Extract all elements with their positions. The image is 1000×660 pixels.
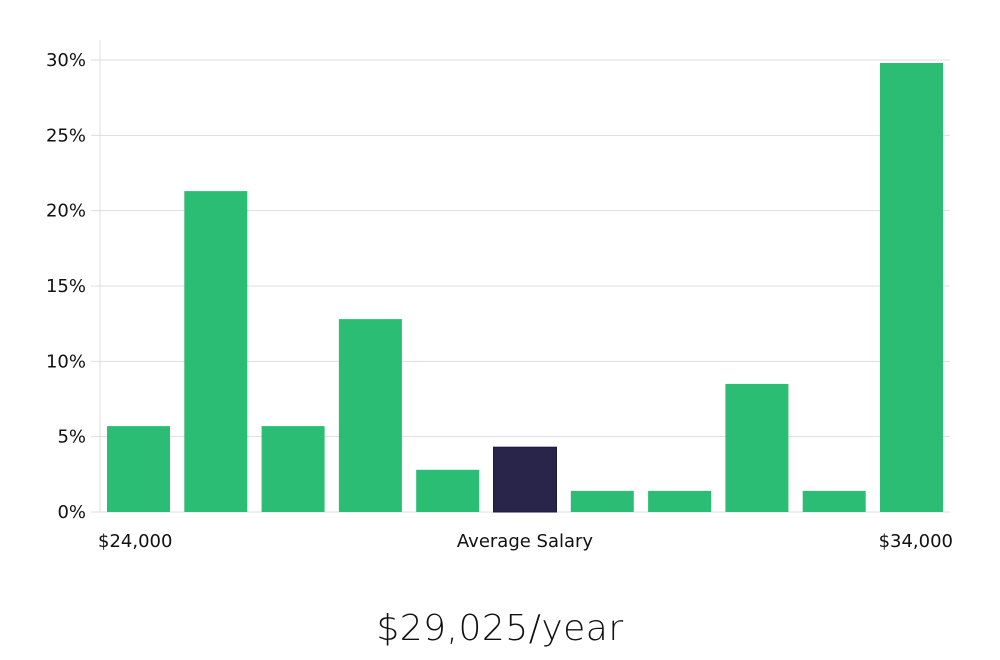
bar xyxy=(725,383,789,512)
y-tick-label: 25% xyxy=(46,125,86,146)
y-axis-ticks: 0% 5% 10% 15% 20% 25% 30% xyxy=(46,50,86,523)
bar xyxy=(802,490,866,512)
y-tick-label: 0% xyxy=(57,502,86,523)
bar xyxy=(261,426,325,512)
bars xyxy=(107,63,943,513)
average-salary-value: $29,025/year xyxy=(376,608,624,649)
bar xyxy=(570,490,634,512)
x-axis-start-label: $24,000 xyxy=(98,531,172,552)
y-tick-label: 5% xyxy=(57,427,86,448)
x-axis-end-label: $34,000 xyxy=(879,531,953,552)
y-tick-label: 10% xyxy=(46,351,86,372)
bar xyxy=(416,469,480,512)
y-tick-label: 30% xyxy=(46,50,86,71)
bar xyxy=(184,191,248,512)
bar-average-salary xyxy=(493,446,557,513)
y-tick-label: 15% xyxy=(46,276,86,297)
bar xyxy=(107,426,170,512)
bar xyxy=(648,490,712,512)
salary-histogram-chart: 0% 5% 10% 15% 20% 25% 30% $24,000 Average Sala… xyxy=(46,40,953,552)
x-axis-average-label: Average Salary xyxy=(457,531,594,552)
y-tick-label: 20% xyxy=(46,201,86,222)
bar xyxy=(338,319,402,512)
bar xyxy=(880,63,943,512)
